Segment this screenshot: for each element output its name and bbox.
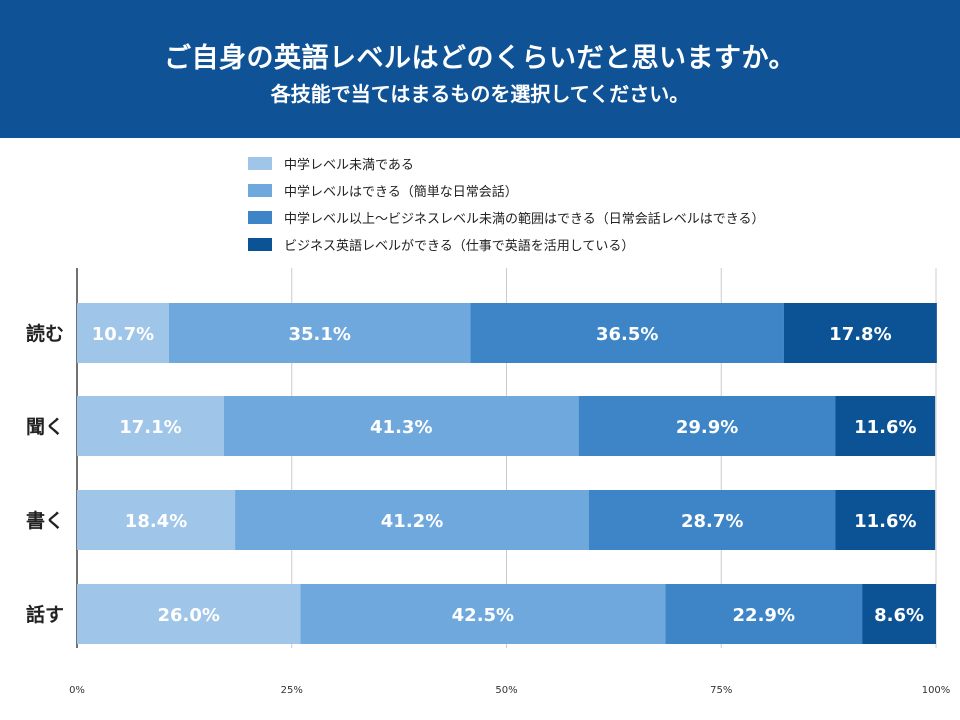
x-tick-label: 25% [281, 685, 303, 696]
category-label: 書く [26, 510, 64, 532]
legend-swatch [248, 211, 272, 224]
data-label: 36.5% [596, 324, 658, 345]
legend-item: 中学レベル未満である [248, 150, 868, 177]
data-label: 28.7% [681, 511, 743, 532]
bar-segment [835, 396, 936, 456]
legend-swatch [248, 157, 272, 170]
bar-segment [168, 303, 471, 363]
data-label: 29.9% [676, 417, 738, 438]
legend-item: 中学レベルはできる（簡単な日常会話） [248, 177, 868, 204]
category-label: 話す [26, 603, 64, 626]
data-label: 11.6% [854, 417, 916, 438]
category-label: 読む [26, 322, 64, 345]
x-tick-label: 100% [922, 685, 951, 696]
data-label: 17.8% [829, 324, 891, 345]
chart-subtitle: 各技能で当てはまるものを選択してください。 [270, 82, 690, 106]
data-label: 18.4% [125, 511, 187, 532]
bar-segment [300, 584, 666, 644]
legend-item: 中学レベル以上〜ビジネスレベル未満の範囲はできる（日常会話レベルはできる） [248, 204, 868, 231]
bar-segment [783, 303, 937, 363]
bar-segment [77, 490, 236, 550]
bar-segment [835, 490, 936, 550]
data-label: 11.6% [854, 511, 916, 532]
legend-swatch [248, 238, 272, 251]
x-tick-label: 50% [495, 685, 517, 696]
data-label: 22.9% [733, 605, 795, 626]
bar-segment [588, 490, 836, 550]
x-tick-label: 75% [710, 685, 732, 696]
bar-segment [235, 490, 589, 550]
chart-legend: 中学レベル未満である中学レベルはできる（簡単な日常会話） 中学レベル以上〜ビジネス… [248, 150, 868, 258]
bar-segment [578, 396, 836, 456]
bar-segment [77, 303, 169, 363]
data-label: 17.1% [119, 417, 181, 438]
legend-item: ビジネス英語レベルができる（仕事で英語を活用している） [248, 231, 868, 258]
bar-segment [223, 396, 579, 456]
legend-label: ビジネス英語レベルができる（仕事で英語を活用している） [284, 239, 635, 254]
data-label: 26.0% [157, 605, 219, 626]
data-label: 41.3% [370, 417, 432, 438]
x-tick-label: 0% [69, 685, 85, 696]
data-label: 42.5% [452, 605, 514, 626]
bar-segment [862, 584, 936, 644]
chart-title: ご自身の英語レベルはどのくらいだと思いますか。 [164, 43, 796, 74]
bar-segment [77, 584, 301, 644]
data-label: 8.6% [874, 605, 924, 626]
data-label: 41.2% [381, 511, 443, 532]
bar-segment [77, 396, 224, 456]
data-label: 10.7% [92, 324, 154, 345]
legend-label: 中学レベル未満である [284, 158, 414, 173]
data-label: 35.1% [288, 324, 350, 345]
bar-segment [665, 584, 863, 644]
legend-label: 中学レベル以上〜ビジネスレベル未満の範囲はできる（日常会話レベルはできる） [284, 212, 765, 227]
bar-segment [470, 303, 784, 363]
category-label: 聞く [26, 416, 64, 438]
chart-header: ご自身の英語レベルはどのくらいだと思いますか。 各技能で当てはまるものを選択して… [0, 0, 960, 138]
legend-label: 中学レベルはできる（簡単な日常会話） [284, 185, 518, 200]
legend-swatch [248, 184, 272, 197]
